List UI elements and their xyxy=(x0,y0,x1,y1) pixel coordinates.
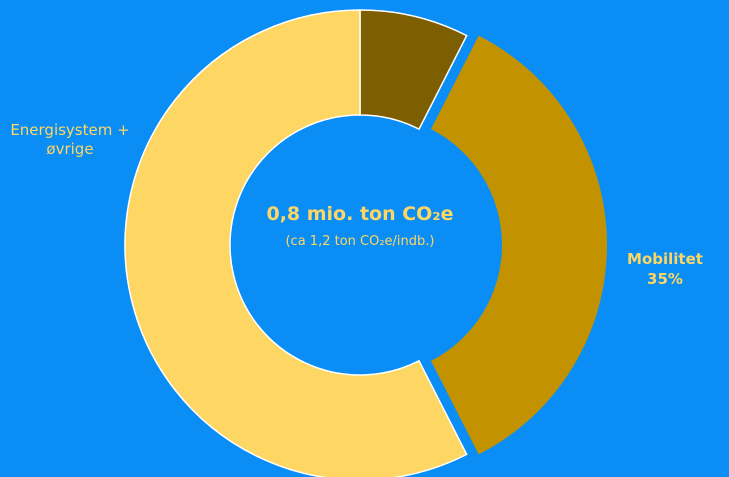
slice xyxy=(124,9,468,477)
chart-title: 0,8 mio. ton CO₂e xyxy=(266,203,454,225)
slice xyxy=(359,9,468,131)
value-label: 35% xyxy=(647,270,683,288)
chart-subtitle: (ca 1,2 ton CO₂e/indb.) xyxy=(285,234,435,249)
slice xyxy=(431,35,607,455)
slice-label: Mobilitet xyxy=(627,250,703,268)
slice-label: Energisystem + øvrige xyxy=(10,121,130,158)
